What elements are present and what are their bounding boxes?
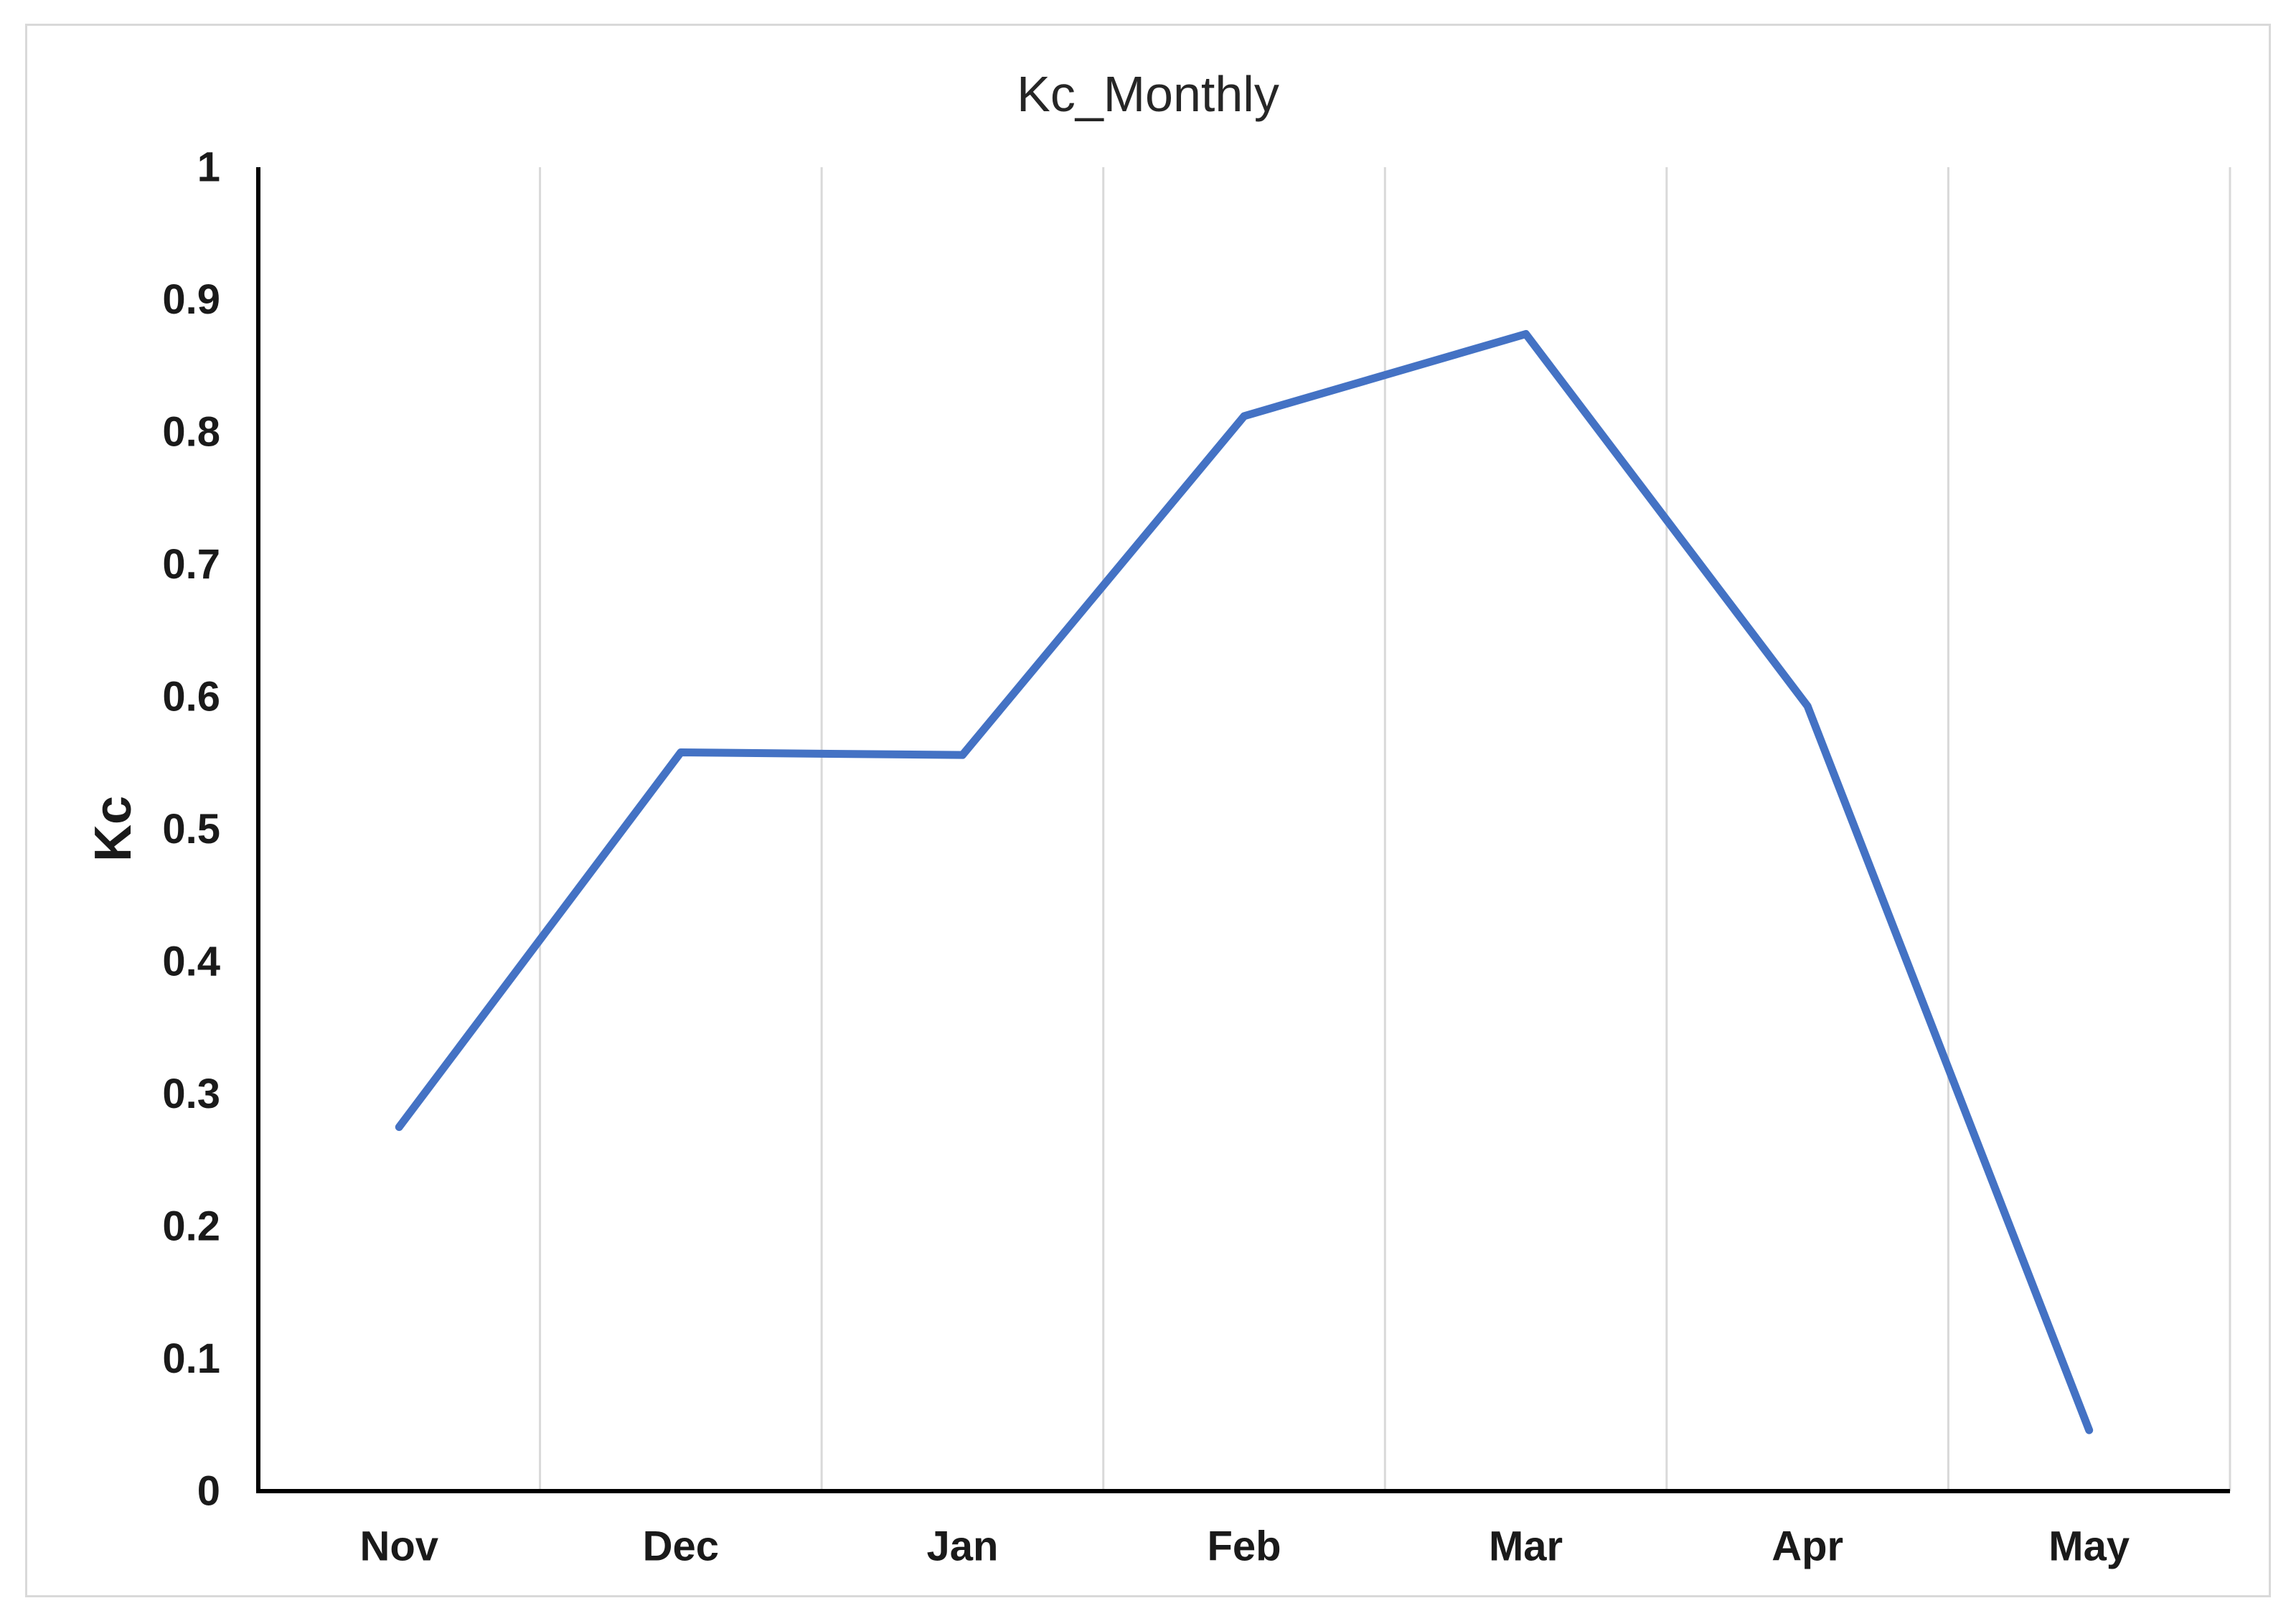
series-group <box>395 329 2094 1434</box>
canvas-border <box>25 24 2271 1597</box>
y-tick-label: 0.7 <box>162 541 220 588</box>
series-line-kc <box>395 329 2094 1434</box>
y-tick-label: 0.9 <box>162 276 220 323</box>
y-tick-label: 0.5 <box>162 806 220 852</box>
y-tick-label: 0.1 <box>162 1335 220 1382</box>
x-category-label: May <box>2048 1523 2130 1570</box>
x-category-label: Jan <box>926 1523 998 1570</box>
y-tick-label: 0.4 <box>162 939 220 985</box>
y-tick-label: 1 <box>197 144 220 191</box>
x-category-label: Mar <box>1489 1523 1563 1570</box>
y-tick-label: 0.2 <box>162 1203 220 1250</box>
chart-title: Kc_Monthly <box>1017 66 1279 122</box>
x-category-label: Apr <box>1772 1523 1843 1570</box>
xtick-labels-group: Nov Dec Jan Feb Mar Apr May <box>359 1523 2130 1570</box>
y-tick-label: 0.3 <box>162 1071 220 1117</box>
x-category-label: Feb <box>1207 1523 1281 1570</box>
y-tick-label: 0.6 <box>162 674 220 720</box>
y-tick-label: 0.8 <box>162 409 220 456</box>
y-tick-label: 0 <box>197 1468 220 1515</box>
axes-group <box>256 167 2230 1493</box>
x-category-label: Dec <box>643 1523 719 1570</box>
x-category-label: Nov <box>359 1523 438 1570</box>
ytick-labels-group: 0 0.1 0.2 0.3 0.4 0.5 0.6 0.7 0.8 0.9 1 <box>162 144 220 1515</box>
gridlines-group <box>539 167 2231 1491</box>
